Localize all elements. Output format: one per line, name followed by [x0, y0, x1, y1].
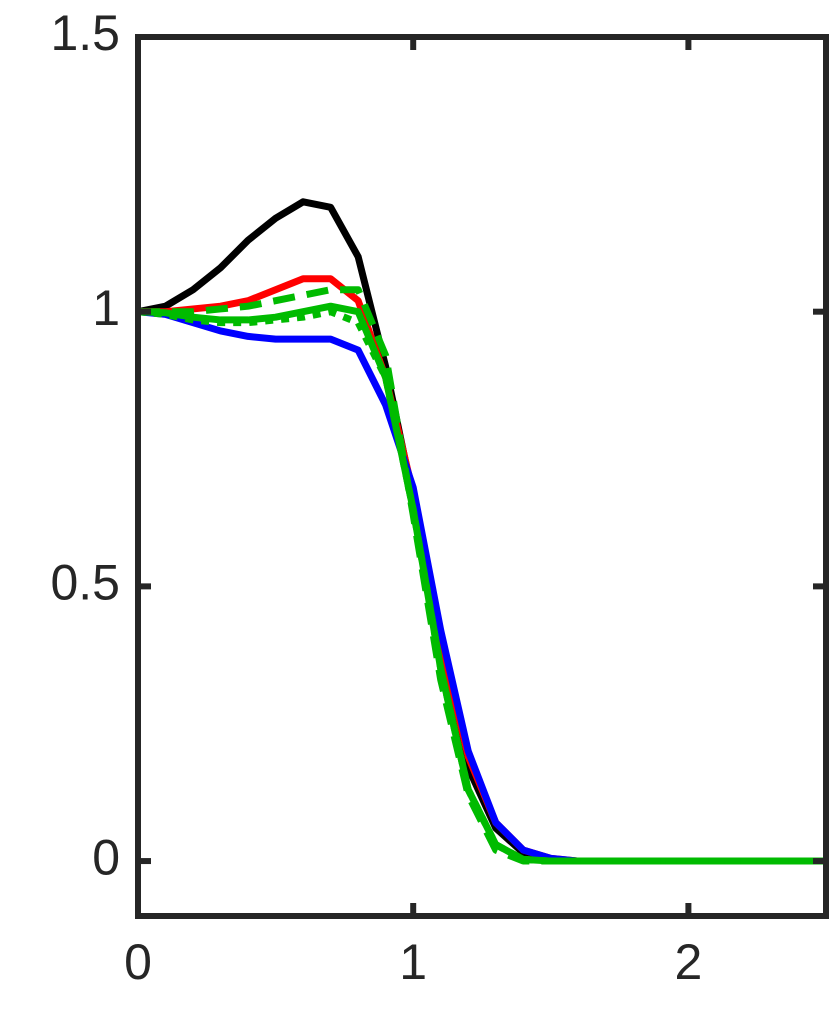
line-series	[137, 308, 826, 865]
line-series	[138, 286, 826, 865]
x-tick-label: 2	[674, 934, 702, 990]
line-series	[137, 308, 826, 865]
x-tick-label: 1	[399, 934, 427, 990]
y-tick-label: 1.5	[50, 5, 120, 61]
y-tick-label: 0	[92, 829, 120, 885]
line-series	[138, 275, 826, 865]
y-tick-label: 1	[92, 280, 120, 336]
axes-frame	[135, 34, 829, 919]
y-tick-label: 0.5	[50, 555, 120, 611]
x-tick-label: 0	[124, 934, 152, 990]
